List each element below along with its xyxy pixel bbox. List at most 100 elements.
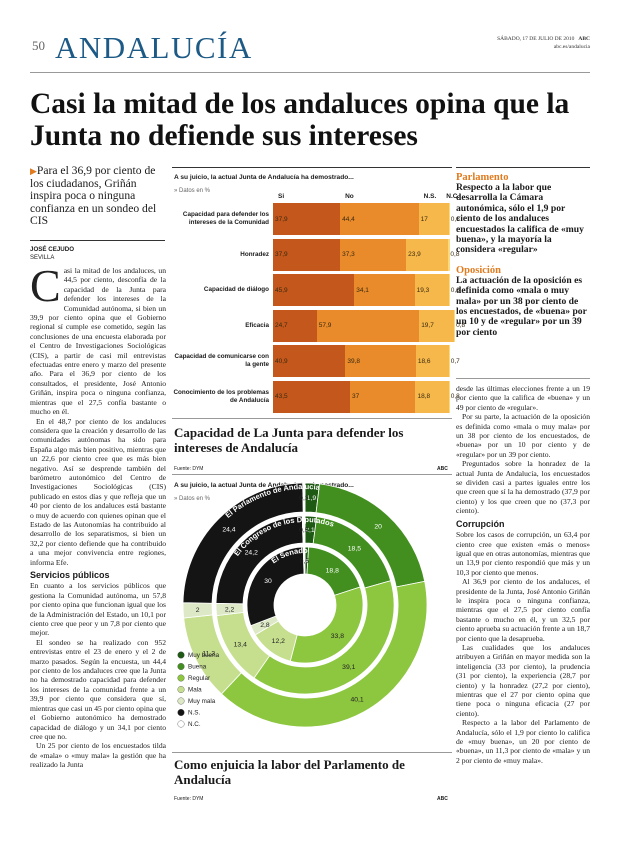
paragraph: El sondeo se ha realizado con 952 entrev… (30, 637, 166, 741)
legend-label: Muy mala (188, 698, 216, 705)
donut-segment (302, 546, 306, 575)
legend-swatch (177, 708, 185, 716)
bar-segment: 40,9 (273, 345, 346, 377)
value-label: 40,1 (350, 697, 363, 704)
date: SÁBADO, 17 DE JULIO DE 2010 (497, 36, 575, 42)
legend-header: Si (278, 193, 285, 200)
brand: ABC (437, 466, 448, 472)
bar-segment: 0,8 (448, 238, 459, 271)
value-label: 0,7 (450, 357, 460, 365)
marker: ▶ (30, 166, 37, 176)
sidebar-text: La actuación de la oposición es definida… (456, 274, 587, 338)
bar-segment: 43,5 (273, 380, 350, 413)
value-label: 39,1 (342, 664, 355, 671)
headline: Casi la mitad de los andaluces opina que… (30, 88, 570, 152)
value-label: 24,7 (275, 322, 288, 329)
bar-segment: 37,9 (273, 238, 341, 271)
sidebar: Parlamento Respecto a la labor que desar… (456, 172, 590, 347)
bar-segment: 45,9 (273, 274, 355, 306)
donut-segment (246, 546, 305, 627)
chart-title: A su juicio, la actual Junta de Andalucí… (174, 174, 354, 181)
legend-swatch (177, 720, 185, 728)
value-label: 2,8 (260, 622, 270, 629)
legend-swatch (177, 697, 185, 705)
value-label: 19,7 (421, 322, 434, 329)
value-label: 39,8 (347, 357, 361, 365)
legend-swatch (177, 674, 185, 682)
value-label: 20 (374, 524, 382, 531)
value-label: 18,6 (417, 357, 431, 365)
legend-header: No (345, 193, 354, 200)
chart-title: A su juicio, la actual Junta de Andalucí… (174, 482, 354, 489)
legend-label: Muy buena (188, 652, 220, 659)
value-label: 40,9 (275, 357, 288, 365)
value-label: 17 (420, 215, 428, 223)
donut-segment (302, 482, 306, 513)
bar-segment: 24,7 (273, 309, 317, 342)
bar-segment: 17 (418, 203, 449, 235)
byline: JOSÉ CEJUDO (30, 246, 75, 253)
rule (172, 752, 452, 753)
value-label: 12,2 (272, 638, 285, 645)
left-column: C asi la mitad de los andaluces, un 44,5… (30, 266, 166, 844)
legend-label: Mala (188, 687, 202, 694)
paragraph: En cuanto a los servicios públicos que g… (30, 581, 166, 638)
subhead: Servicios públicos (30, 570, 110, 580)
legend-header: N.C. (446, 193, 460, 200)
value-label: 2,1 (305, 527, 315, 534)
legend-label: N.C. (188, 721, 201, 728)
header-url: abc.es/andalucia (553, 44, 590, 50)
legend-label: N.S. (188, 710, 200, 717)
rule (456, 167, 590, 168)
source: Fuente: DYM (174, 466, 204, 472)
value-label: 0,8 (450, 251, 460, 258)
value-label: 13,4 (234, 641, 247, 648)
deck: ▶Para el 36,9 por ciento de los ciudadan… (30, 164, 164, 228)
value-label: 57,9 (318, 322, 332, 329)
bar-segment: 0,8 (454, 309, 465, 342)
value-label: 24,4 (222, 526, 235, 533)
stacked-bar-chart: A su juicio, la actual Junta de Andalucí… (172, 168, 465, 413)
sidebar-heading: Oposición (456, 264, 501, 276)
bar-segment: 0,6 (448, 203, 460, 235)
bar-segment: 37,3 (340, 238, 407, 271)
legend-header: N.S. (423, 193, 437, 200)
value-label: 37,3 (342, 251, 355, 258)
value-label: 37,9 (275, 251, 288, 258)
value-label: 18,8 (326, 567, 339, 574)
legend-swatch (177, 651, 185, 659)
paragraph: asi la mitad de los andaluces, un 44,5 p… (30, 266, 166, 417)
value-label: 2 (196, 607, 200, 614)
value-label: 2,2 (225, 606, 235, 613)
rule (172, 167, 452, 168)
bar-segment: 37,9 (273, 203, 341, 235)
paragraph: Preguntados sobre la honradez de la actu… (456, 459, 590, 516)
value-label: 44,4 (342, 215, 355, 223)
bar-segment: 19,7 (419, 309, 455, 342)
chart-caption: Capacidad de La Junta para defender los … (174, 425, 404, 455)
bar-segment: 18,6 (415, 345, 449, 377)
rule (456, 378, 590, 379)
brand: ABC (437, 796, 448, 802)
chart-subtitle: » Datos en % (174, 188, 211, 194)
drop-cap: C (30, 266, 61, 311)
paragraph: Por su parte, la actuación de la oposici… (456, 412, 590, 459)
paragraph: desde las últimas elecciones frente a un… (456, 384, 590, 412)
paragraph: Un 25 por ciento de los encuestados tild… (30, 741, 166, 770)
bar-segment: 44,4 (340, 203, 419, 235)
right-column: desde las últimas elecciones frente a un… (456, 384, 590, 844)
paragraph: Las cualidades que los andaluces atribuy… (456, 642, 590, 718)
value-label: 30 (264, 578, 272, 585)
rule (30, 72, 590, 73)
legend-swatch (177, 662, 185, 670)
value-label: 19,3 (416, 286, 430, 294)
legend-label: Buena (188, 664, 207, 671)
bar-segment: 37 (349, 380, 416, 413)
bar-segment: 18,8 (415, 380, 449, 413)
sidebar-text: Respecto a la labor que desarrolla la Cá… (456, 182, 584, 256)
value-label: 23,9 (408, 251, 421, 258)
bar-segment: 23,9 (406, 238, 449, 271)
value-label: 37 (351, 393, 360, 400)
value-label: 24,2 (245, 549, 258, 556)
